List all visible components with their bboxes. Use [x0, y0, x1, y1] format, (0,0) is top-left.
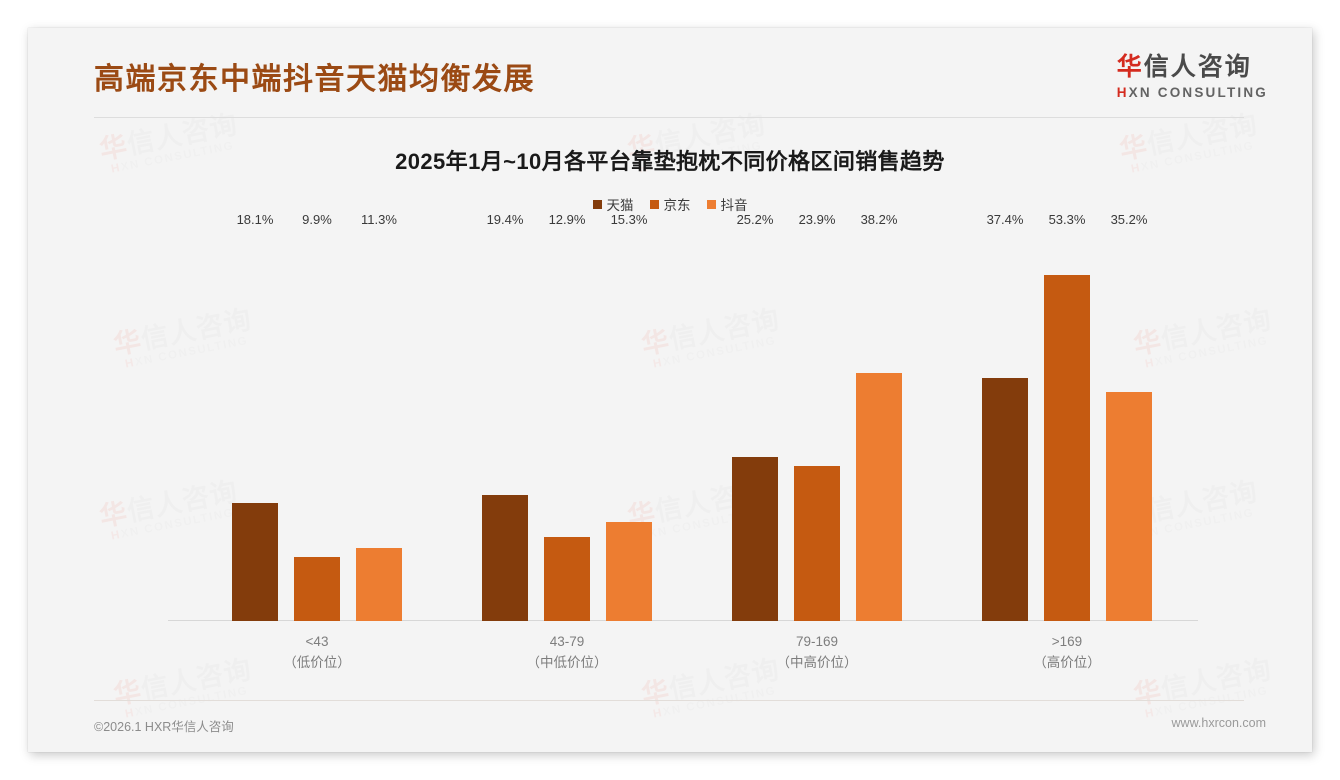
legend-item-天猫[interactable]: 天猫 — [592, 194, 634, 214]
bar-column: 9.9% — [294, 212, 340, 621]
category-tier: （中高价位） — [776, 654, 858, 670]
legend-item-京东[interactable]: 京东 — [649, 194, 691, 214]
footer-divider — [94, 700, 1244, 701]
bar-column: 38.2% — [856, 212, 902, 621]
bar-column: 12.9% — [544, 212, 590, 621]
company-logo: 华信人咨询 HXN CONSULTING — [1116, 53, 1268, 100]
bar-group-bars: 25.2% 23.9% 38.2% — [732, 212, 902, 621]
category-tier: （低价位） — [283, 654, 351, 670]
bar-column: 11.3% — [356, 212, 402, 621]
bar-group: 25.2% 23.9% 38.2% 79-169 （中高价位） — [732, 212, 902, 670]
bar-group-bars: 19.4% 12.9% 15.3% — [482, 212, 652, 621]
slide-header: 高端京东中端抖音天猫均衡发展 华信人咨询 HXN CONSULTING — [28, 28, 1312, 118]
bar-京东-43-79[interactable]: 12.9% — [544, 212, 590, 621]
x-axis-category-label: 79-169 （中高价位） — [732, 632, 902, 674]
legend-label: 天猫 — [606, 198, 634, 213]
slide-footer: ©2026.1 HXR华信人咨询 www.hxrcon.com — [28, 700, 1312, 752]
category-range: 79-169 — [795, 634, 839, 649]
bar-天猫-<43[interactable]: 18.1% — [232, 212, 278, 621]
bar-抖音-<43[interactable]: 11.3% — [356, 212, 402, 621]
bar-value-label: 9.9% — [302, 212, 332, 227]
bar-column: 37.4% — [982, 212, 1028, 621]
slide-canvas: 华信人咨询 HXN CONSULTING 华信人咨询 HXN CONSULTING 华信… — [28, 28, 1312, 752]
chart-title: 2025年1月~10月各平台靠垫抱枕不同价格区间销售趋势 — [395, 149, 945, 174]
bar-抖音-43-79[interactable]: 15.3% — [606, 212, 652, 621]
logo-accent-char: 华 — [1116, 53, 1144, 81]
legend-color-swatch — [592, 199, 602, 209]
website-text: www.hxrcon.com — [1171, 716, 1266, 730]
bar-京东-79-169[interactable]: 23.9% — [794, 212, 840, 621]
bar-京东->169[interactable]: 53.3% — [1044, 212, 1090, 621]
logo-latin-text: HXN CONSULTING — [1117, 85, 1268, 100]
chart-container: 2025年1月~10月各平台靠垫抱枕不同价格区间销售趋势 天猫 京东 抖音 18.1… — [28, 116, 1312, 701]
legend-label: 京东 — [663, 198, 691, 213]
bar-group: 19.4% 12.9% 15.3% 43-79 （中低价位） — [482, 212, 652, 670]
header-divider — [94, 117, 1244, 118]
bar-天猫->169[interactable]: 37.4% — [982, 212, 1028, 621]
x-axis-category-label: 43-79 （中低价位） — [482, 632, 652, 674]
bar-value-label: 15.3% — [610, 212, 648, 227]
bar-value-label: 12.9% — [548, 212, 586, 227]
page-title: 高端京东中端抖音天猫均衡发展 — [94, 63, 535, 96]
bar-group-bars: 18.1% 9.9% 11.3% — [232, 212, 402, 621]
bar-column: 19.4% — [482, 212, 528, 621]
logo-rest-chars: 信人咨询 — [1143, 53, 1252, 81]
bar-group: 18.1% 9.9% 11.3% <43 （低价位） — [232, 212, 402, 670]
bar-value-label: 18.1% — [236, 212, 274, 227]
copyright-text: ©2026.1 HXR华信人咨询 — [94, 720, 234, 734]
bar-column: 35.2% — [1106, 212, 1152, 621]
category-tier: （中低价位） — [526, 654, 608, 670]
bar-column: 25.2% — [732, 212, 778, 621]
logo-chinese-text: 华信人咨询 — [1116, 53, 1268, 82]
x-axis-category-label: <43 （低价位） — [232, 632, 402, 674]
bar-value-label: 38.2% — [860, 212, 898, 227]
bar-天猫-79-169[interactable]: 25.2% — [732, 212, 778, 621]
bar-value-label: 23.9% — [798, 212, 836, 227]
x-axis-line — [168, 620, 1198, 621]
logo-sub-rest-chars: XN CONSULTING — [1128, 84, 1268, 100]
chart-plot-area: 18.1% 9.9% 11.3% <43 （低价位） 19.4% 12.9% 15.3% 43-… — [168, 212, 1198, 670]
bar-天猫-43-79[interactable]: 19.4% — [482, 212, 528, 621]
legend-color-swatch — [649, 199, 659, 209]
bar-value-label: 53.3% — [1048, 212, 1086, 227]
category-range: <43 — [305, 634, 329, 649]
legend-color-swatch — [706, 199, 716, 209]
legend-label: 抖音 — [720, 198, 748, 213]
bar-value-label: 37.4% — [986, 212, 1024, 227]
bar-group-bars: 37.4% 53.3% 35.2% — [982, 212, 1152, 621]
bar-column: 18.1% — [232, 212, 278, 621]
x-axis-category-label: >169 （高价位） — [982, 632, 1152, 674]
logo-sub-accent-char: H — [1116, 84, 1129, 100]
category-range: 43-79 — [549, 634, 585, 649]
bar-column: 23.9% — [794, 212, 840, 621]
bar-column: 15.3% — [606, 212, 652, 621]
chart-legend: 天猫 京东 抖音 — [28, 194, 1312, 214]
bar-抖音-79-169[interactable]: 38.2% — [856, 212, 902, 621]
bar-group: 37.4% 53.3% 35.2% >169 （高价位） — [982, 212, 1152, 670]
bar-value-label: 11.3% — [361, 212, 397, 227]
bar-抖音->169[interactable]: 35.2% — [1106, 212, 1152, 621]
bar-value-label: 25.2% — [736, 212, 774, 227]
bar-value-label: 35.2% — [1110, 212, 1148, 227]
bar-value-label: 19.4% — [486, 212, 524, 227]
category-tier: （高价位） — [1033, 654, 1101, 670]
bar-京东-<43[interactable]: 9.9% — [294, 212, 340, 621]
category-range: >169 — [1051, 634, 1083, 649]
bar-column: 53.3% — [1044, 212, 1090, 621]
legend-item-抖音[interactable]: 抖音 — [706, 194, 748, 214]
